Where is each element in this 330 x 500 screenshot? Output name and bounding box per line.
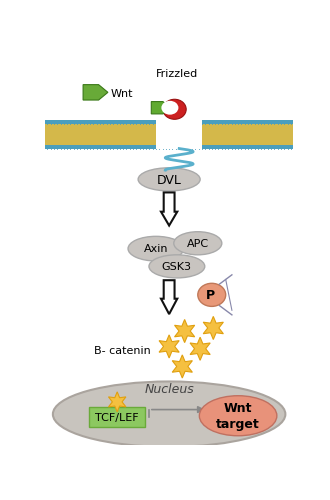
Text: APC: APC bbox=[187, 239, 209, 249]
Ellipse shape bbox=[128, 236, 184, 261]
Polygon shape bbox=[151, 102, 170, 114]
Text: Frizzled: Frizzled bbox=[156, 69, 198, 79]
Ellipse shape bbox=[163, 100, 186, 119]
Bar bbox=[45, 144, 293, 148]
Polygon shape bbox=[172, 355, 192, 378]
Text: Axin: Axin bbox=[144, 244, 168, 254]
Ellipse shape bbox=[161, 101, 179, 114]
Polygon shape bbox=[175, 320, 195, 342]
Ellipse shape bbox=[199, 396, 277, 436]
Text: TCF/LEF: TCF/LEF bbox=[95, 413, 139, 423]
Bar bbox=[89, 408, 145, 428]
Text: GSK3: GSK3 bbox=[162, 262, 192, 272]
Polygon shape bbox=[161, 280, 177, 314]
Text: Wnt: Wnt bbox=[111, 89, 134, 99]
Ellipse shape bbox=[198, 284, 226, 306]
Ellipse shape bbox=[53, 382, 285, 447]
Polygon shape bbox=[190, 337, 210, 360]
Ellipse shape bbox=[138, 168, 200, 191]
Polygon shape bbox=[203, 316, 223, 340]
Text: B- catenin: B- catenin bbox=[94, 346, 151, 356]
Polygon shape bbox=[83, 84, 108, 100]
Text: DVL: DVL bbox=[157, 174, 182, 186]
Polygon shape bbox=[159, 335, 179, 358]
Bar bbox=[45, 120, 293, 124]
Ellipse shape bbox=[174, 232, 222, 255]
Text: P: P bbox=[206, 289, 215, 302]
Ellipse shape bbox=[149, 255, 205, 278]
Text: Wnt
target: Wnt target bbox=[216, 402, 260, 431]
Bar bbox=[156, 120, 202, 150]
Polygon shape bbox=[161, 192, 177, 226]
Bar bbox=[45, 120, 293, 148]
Polygon shape bbox=[109, 392, 126, 412]
Text: Nucleus: Nucleus bbox=[144, 383, 194, 396]
